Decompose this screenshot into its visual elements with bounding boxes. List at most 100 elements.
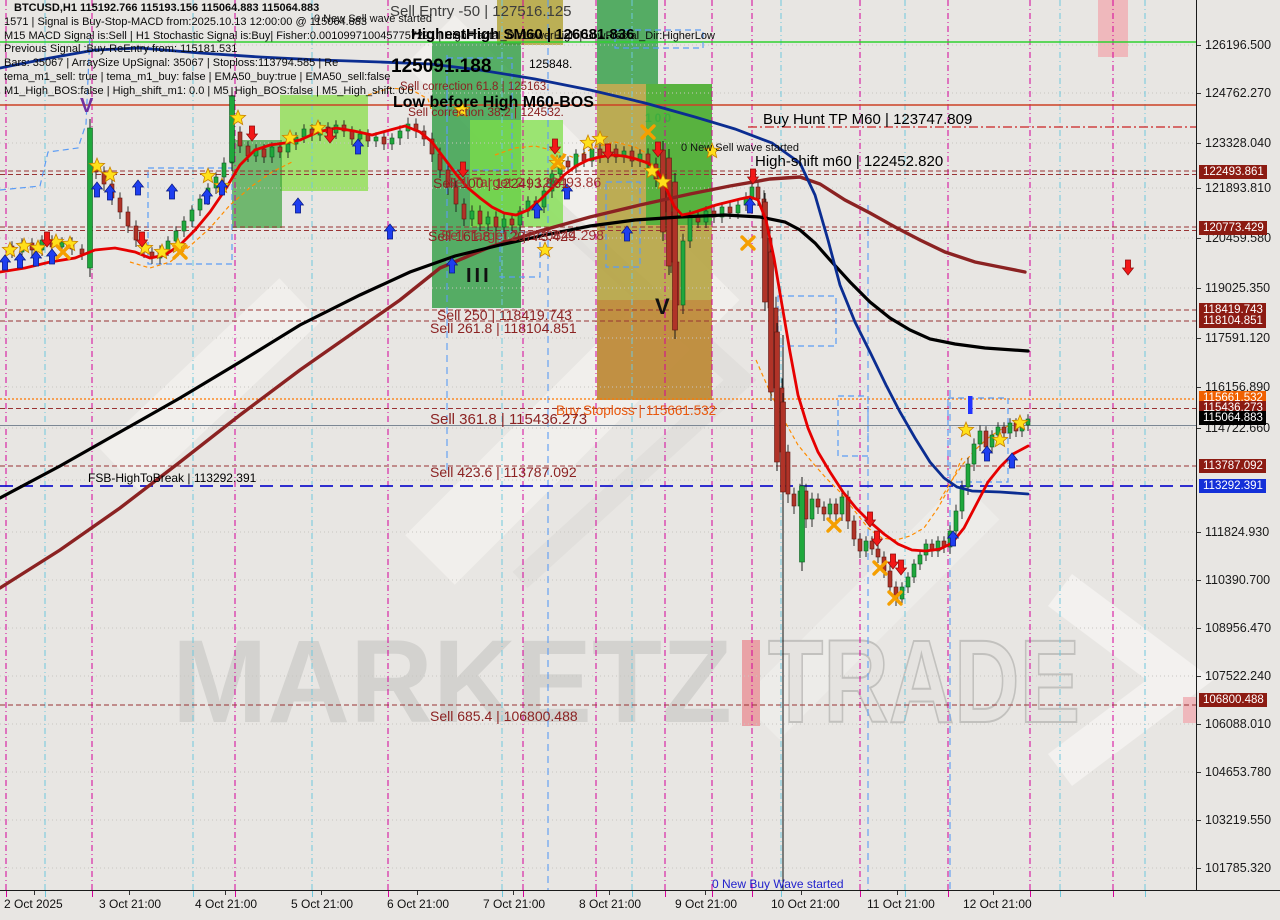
- candle-body: [833, 503, 839, 515]
- chart-annotation-label[interactable]: Sell 685.4 | 106800.488: [430, 708, 578, 724]
- session-tick: [502, 891, 503, 897]
- price-axis-tick: [1197, 288, 1201, 289]
- chart-annotation-label[interactable]: 0 New Buy Wave started: [712, 877, 844, 891]
- price-axis[interactable]: 126196.500 124762.270 123328.040 121893.810…: [1197, 0, 1280, 890]
- buy-signal-star-icon: [281, 128, 299, 146]
- chart-annotation-label[interactable]: 0 New Sell wave started: [681, 142, 799, 154]
- chart-annotation-label[interactable]: Sell 361.8 | 115436.273: [430, 411, 587, 428]
- session-tick: [312, 891, 313, 897]
- price-level-badge: 118419.743: [1199, 303, 1266, 317]
- candle-body: [453, 186, 459, 205]
- price-axis-label: 119025.350: [1205, 281, 1271, 295]
- candle-body: [971, 443, 977, 465]
- buy-arrow-up-icon: [165, 183, 179, 200]
- candle-body: [269, 146, 275, 158]
- chart-annotation-label[interactable]: Sell correction 61.8 | 125163.: [400, 81, 549, 93]
- exit-x-icon: [887, 590, 903, 606]
- candle-body: [213, 176, 219, 189]
- candle-body-tall: [768, 251, 774, 393]
- chart-annotation-label[interactable]: Sell Target 2 | 120844.298: [441, 227, 604, 243]
- signal-zone: [1183, 697, 1196, 723]
- chart-annotation-label[interactable]: Sell 161.8 | 120773.429: [428, 228, 576, 244]
- chart-annotation-label[interactable]: Sell Target 2 | 122493.86: [446, 174, 601, 190]
- chart-annotation-label[interactable]: Sell correction 38.2 | 124532.: [408, 105, 564, 119]
- fractal-channel-box: [446, 57, 513, 171]
- candle-body: [983, 430, 989, 448]
- session-tick: [781, 891, 782, 897]
- chart-annotation-label[interactable]: 0 New Sell wave started: [314, 13, 432, 25]
- chart-annotation-label[interactable]: 125848.: [529, 57, 572, 71]
- candle-body: [357, 133, 363, 140]
- time-axis-tick: [513, 891, 514, 895]
- candle-body: [165, 240, 171, 251]
- price-axis-label: 103219.550: [1205, 813, 1272, 827]
- time-axis-label: 8 Oct 21:00: [579, 897, 642, 911]
- candle-body: [965, 463, 971, 488]
- price-axis-label: 110390.700: [1205, 573, 1271, 587]
- chart-annotation-label[interactable]: High-shift m60 | 122452.820: [755, 153, 943, 170]
- price-axis-tick: [1197, 93, 1201, 94]
- candle-body: [125, 211, 131, 227]
- candle-body: [875, 548, 881, 558]
- price-axis-label: 126196.500: [1205, 38, 1272, 52]
- chart-annotation-label[interactable]: Sell 100 | 122493.861: [433, 175, 569, 191]
- ma-line-maroon: [0, 175, 1027, 590]
- candle-body: [863, 540, 869, 552]
- candle-body: [173, 230, 179, 242]
- buy-signal-star-icon: [199, 166, 217, 184]
- candle-body: [237, 131, 243, 147]
- candle-body: [133, 225, 139, 241]
- time-axis-tick: [993, 891, 994, 895]
- candle-body: [469, 210, 475, 220]
- chart-annotation-label[interactable]: Sell 423.6 | 113787.092: [430, 464, 577, 480]
- candle-body: [719, 206, 725, 218]
- buy-signal-star-icon: [309, 118, 327, 136]
- price-axis-tick: [1197, 45, 1201, 46]
- chart-annotation-label[interactable]: Low before High M60-BOS: [393, 94, 594, 111]
- ma-line-red: [0, 124, 1030, 553]
- chart-annotation-label[interactable]: Sell 261.8 | 118104.851: [430, 320, 577, 336]
- chart-annotation-label[interactable]: FSB-HighToBreak | 113292.391: [88, 471, 257, 485]
- buy-arrow-up-icon: [0, 254, 12, 271]
- price-axis-tick: [1197, 772, 1201, 773]
- chart-annotation-label[interactable]: Buy Stoploss | 115661.532: [556, 403, 716, 418]
- candle-body: [613, 148, 619, 158]
- candle-body-tall: [87, 127, 93, 269]
- sell-arrow-down-icon: [40, 231, 54, 248]
- fractal-channel-box: [147, 167, 233, 265]
- time-axis-tick: [705, 891, 706, 895]
- envelope-line: [755, 359, 963, 541]
- candle-body: [905, 576, 911, 588]
- candle-body: [445, 169, 451, 188]
- price-axis-tick: [1197, 868, 1201, 869]
- candle-body: [911, 563, 917, 578]
- chart-annotation-label[interactable]: Sell 250 | 118419.743: [437, 307, 572, 323]
- buy-signal-star-icon: [643, 161, 661, 179]
- sell-arrow-down-icon: [548, 138, 562, 155]
- sell-arrow-down-icon: [886, 553, 900, 570]
- ma-line-black: [0, 213, 1030, 500]
- price-axis-label: 108956.470: [1205, 621, 1272, 635]
- price-axis-border: [1196, 0, 1197, 891]
- buy-arrow-up-icon: [383, 223, 397, 240]
- time-axis[interactable]: 2 Oct 2025 3 Oct 21:00 4 Oct 21:00 5 Oct 21…: [0, 891, 1280, 920]
- buy-signal-star-icon: [536, 240, 554, 258]
- chart-annotation-label[interactable]: Buy Hunt TP M60 | 123747.809: [763, 111, 972, 128]
- time-axis-tick: [801, 891, 802, 895]
- time-axis-label: 5 Oct 21:00: [291, 897, 354, 911]
- chart-annotation-label[interactable]: Sell Entry -50 | 127516.125: [390, 3, 572, 20]
- buy-arrow-up-icon: [743, 197, 757, 214]
- time-axis-tick: [417, 891, 418, 895]
- buy-arrow-up-icon: [946, 530, 960, 547]
- chart-annotation-label[interactable]: 125091.188: [391, 56, 491, 77]
- candle-body: [509, 218, 515, 226]
- time-axis-tick: [609, 891, 610, 895]
- chart-annotation-label[interactable]: HighestHigh SM60 | 126681.836: [411, 26, 634, 43]
- candle-body: [277, 146, 283, 153]
- buy-arrow-up-icon: [530, 202, 544, 219]
- candle-body: [501, 218, 507, 228]
- envelope-line: [494, 141, 651, 159]
- candle-body-tall: [799, 485, 805, 563]
